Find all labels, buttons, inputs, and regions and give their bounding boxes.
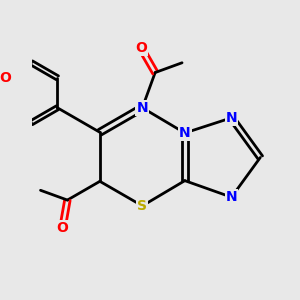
Text: N: N [226, 190, 237, 204]
Text: O: O [135, 41, 147, 55]
Text: N: N [179, 126, 190, 140]
Text: N: N [136, 101, 148, 115]
Text: O: O [56, 221, 68, 235]
Text: S: S [137, 199, 147, 213]
Text: O: O [0, 71, 11, 85]
Text: N: N [226, 111, 237, 125]
